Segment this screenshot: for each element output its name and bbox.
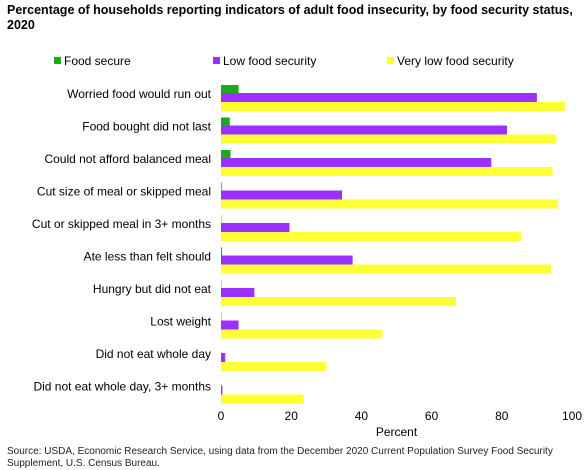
- bar-food-secure-cut-size-of-meal-or-skipped-meal: [221, 182, 222, 191]
- source-note: Source: USDA, Economic Research Service,…: [7, 446, 553, 469]
- bar-very-low-food-security-hungry-but-did-not-eat: [221, 297, 457, 306]
- bar-very-low-food-security-worried-food-would-run-out: [221, 102, 565, 111]
- category-label-food-bought-did-not-last: Food bought did not last: [82, 120, 211, 134]
- legend-label-food-secure: Food secure: [64, 54, 131, 68]
- x-tick-label-80: 80: [495, 409, 509, 423]
- bar-very-low-food-security-food-bought-did-not-last: [221, 134, 557, 144]
- category-label-did-not-eat-whole-day-3-months: Did not eat whole day, 3+ months: [33, 380, 211, 394]
- x-tick-label-0: 0: [218, 409, 225, 423]
- legend-swatch-low-food-security: [213, 57, 220, 64]
- bar-low-food-security-food-bought-did-not-last: [221, 125, 508, 135]
- bar-food-secure-food-bought-did-not-last: [221, 117, 230, 126]
- bar-low-food-security-ate-less-than-felt-should: [221, 255, 353, 265]
- bar-very-low-food-security-did-not-eat-whole-day: [221, 362, 327, 371]
- x-tick-label-40: 40: [355, 409, 369, 423]
- x-tick-label-20: 20: [285, 409, 299, 423]
- chart-legend: Food secure Low food security Very low f…: [0, 54, 584, 70]
- legend-label-low-food-security: Low food security: [223, 54, 317, 68]
- category-label-worried-food-would-run-out: Worried food would run out: [67, 87, 212, 101]
- bar-very-low-food-security-lost-weight: [221, 329, 383, 339]
- bar-food-secure-ate-less-than-felt-should: [221, 247, 223, 256]
- legend-swatch-very-low-food-security: [387, 57, 394, 64]
- bar-low-food-security-cut-or-skipped-meal-in-3-months: [221, 223, 290, 232]
- legend-item-food-secure: Food secure: [54, 54, 131, 68]
- bar-very-low-food-security-did-not-eat-whole-day-3-months: [221, 394, 304, 404]
- bar-low-food-security-hungry-but-did-not-eat: [221, 288, 255, 297]
- legend-item-very-low-food-security: Very low food security: [387, 54, 514, 68]
- bar-low-food-security-did-not-eat-whole-day: [221, 353, 226, 362]
- bar-very-low-food-security-could-not-afford-balanced-meal: [221, 167, 553, 176]
- legend-swatch-food-secure: [54, 57, 61, 64]
- category-label-did-not-eat-whole-day: Did not eat whole day: [96, 347, 211, 361]
- category-label-ate-less-than-felt-should: Ate less than felt should: [84, 250, 211, 264]
- bar-food-secure-worried-food-would-run-out: [221, 85, 239, 93]
- bar-low-food-security-lost-weight: [221, 320, 239, 330]
- bar-very-low-food-security-ate-less-than-felt-should: [221, 264, 551, 274]
- category-label-lost-weight: Lost weight: [150, 315, 211, 329]
- bar-food-secure-could-not-afford-balanced-meal: [221, 150, 231, 158]
- bar-low-food-security-worried-food-would-run-out: [221, 93, 537, 102]
- bar-very-low-food-security-cut-size-of-meal-or-skipped-meal: [221, 199, 558, 209]
- category-label-cut-size-of-meal-or-skipped-meal: Cut size of meal or skipped meal: [37, 185, 211, 199]
- x-axis-title: Percent: [376, 425, 418, 439]
- chart-title: Percentage of households reporting indic…: [7, 3, 573, 32]
- bar-low-food-security-did-not-eat-whole-day-3-months: [221, 385, 223, 395]
- legend-label-very-low-food-security: Very low food security: [397, 54, 514, 68]
- category-label-could-not-afford-balanced-meal: Could not afford balanced meal: [44, 152, 211, 166]
- legend-item-low-food-security: Low food security: [213, 54, 316, 68]
- bar-low-food-security-cut-size-of-meal-or-skipped-meal: [221, 190, 343, 200]
- x-tick-label-100: 100: [562, 409, 582, 423]
- bar-very-low-food-security-cut-or-skipped-meal-in-3-months: [221, 232, 522, 241]
- bar-low-food-security-could-not-afford-balanced-meal: [221, 158, 492, 167]
- category-label-hungry-but-did-not-eat: Hungry but did not eat: [93, 282, 212, 296]
- category-label-cut-or-skipped-meal-in-3-months: Cut or skipped meal in 3+ months: [32, 217, 211, 231]
- x-tick-label-60: 60: [425, 409, 439, 423]
